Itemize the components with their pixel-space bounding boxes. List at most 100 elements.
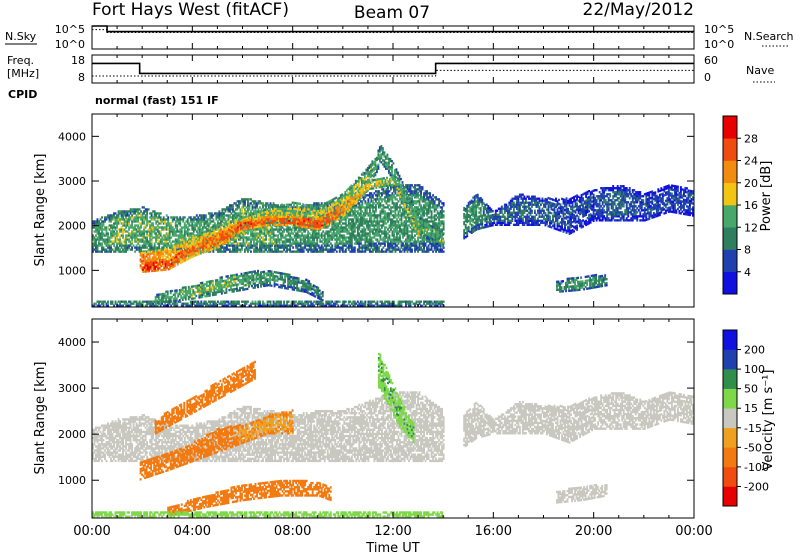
heatmap-cell <box>147 222 150 225</box>
heatmap-cell <box>295 246 298 249</box>
heatmap-cell <box>143 240 146 243</box>
heatmap-cell <box>165 252 168 255</box>
heatmap-cell <box>193 254 196 257</box>
heatmap-cell <box>332 228 335 231</box>
heatmap-cell <box>254 250 257 253</box>
heatmap-cell <box>436 212 439 215</box>
freq-label-line1: Freq. <box>7 54 34 67</box>
heatmap-cell <box>320 232 323 235</box>
heatmap-cell <box>194 228 197 231</box>
heatmap-cell <box>120 216 123 219</box>
heatmap-cell <box>225 206 228 209</box>
heatmap-cell <box>110 230 112 233</box>
heatmap-cell <box>365 210 368 213</box>
heatmap-cell <box>380 232 383 235</box>
heatmap-cell <box>373 220 376 223</box>
heatmap-cell <box>405 244 407 247</box>
heatmap-cell <box>186 240 189 243</box>
heatmap-cell <box>209 250 212 253</box>
heatmap-cell <box>396 208 398 211</box>
heatmap-cell <box>186 220 189 223</box>
heatmap-cell <box>207 218 210 221</box>
heatmap-cell <box>288 209 291 212</box>
heatmap-cell <box>233 210 236 213</box>
heatmap-cell <box>144 216 147 219</box>
heatmap-cell <box>234 246 237 249</box>
heatmap-cell <box>278 212 281 215</box>
heatmap-cell <box>373 248 376 251</box>
heatmap-cell <box>284 242 287 245</box>
heatmap-cell <box>432 228 435 231</box>
heatmap-cell <box>98 234 100 237</box>
heatmap-cell <box>438 216 441 219</box>
heatmap-cell <box>304 242 307 245</box>
heatmap-cell <box>265 238 267 241</box>
heatmap-cell <box>376 202 379 205</box>
heatmap-cell <box>313 204 316 207</box>
heatmap-cell <box>161 246 164 249</box>
heatmap-cell <box>123 242 126 245</box>
heatmap-cell <box>412 194 415 197</box>
heatmap-cell <box>424 238 427 241</box>
heatmap-cell <box>145 259 148 262</box>
heatmap-cell <box>231 208 234 211</box>
heatmap-cell <box>215 214 218 217</box>
heatmap-cell <box>107 214 109 217</box>
heatmap-cell <box>356 210 359 213</box>
heatmap-cell <box>319 240 322 243</box>
heatmap-cell <box>172 245 175 249</box>
heatmap-cell <box>200 218 203 221</box>
heatmap-cell <box>423 222 426 225</box>
heatmap-cell <box>212 224 215 227</box>
heatmap-cell <box>141 244 144 247</box>
heatmap-cell <box>215 216 218 219</box>
heatmap-cell <box>250 212 252 215</box>
heatmap-cell <box>132 236 135 239</box>
heatmap-cell <box>435 218 438 221</box>
heatmap-cell <box>298 250 301 253</box>
heatmap-cell <box>195 253 198 257</box>
heatmap-cell <box>271 230 273 233</box>
heatmap-cell <box>359 220 362 223</box>
heatmap-cell <box>320 236 323 239</box>
noise-tick-bottom-right: 10^0 <box>704 38 734 51</box>
heatmap-cell <box>414 234 416 237</box>
heatmap-cell <box>180 259 183 262</box>
heatmap-cell <box>212 248 215 251</box>
heatmap-cell <box>134 234 137 237</box>
heatmap-cell <box>349 242 352 245</box>
heatmap-cell <box>288 207 291 210</box>
heatmap-cell <box>331 222 334 225</box>
heatmap-cell <box>134 210 137 213</box>
heatmap-cell <box>279 209 282 212</box>
heatmap-cell <box>365 224 368 227</box>
heatmap-cell <box>241 224 244 228</box>
heatmap-cell <box>371 202 374 205</box>
heatmap-cell <box>373 212 376 215</box>
heatmap-cell <box>303 207 306 210</box>
heatmap-cell <box>259 200 261 203</box>
heatmap-cell <box>171 260 174 263</box>
heatmap-cell <box>111 232 114 235</box>
heatmap-cell <box>370 218 373 221</box>
heatmap-cell <box>146 240 149 243</box>
heatmap-cell <box>362 212 365 215</box>
heatmap-cell <box>189 241 192 245</box>
heatmap-cell <box>296 204 299 207</box>
heatmap-cell <box>179 224 182 227</box>
heatmap-cell <box>406 186 409 189</box>
heatmap-cell <box>262 202 264 205</box>
heatmap-cell <box>291 209 294 212</box>
heatmap-cell <box>353 206 356 209</box>
heatmap-cell <box>207 237 210 240</box>
heatmap-cell <box>370 216 373 219</box>
heatmap-cell <box>145 255 148 258</box>
heatmap-cell <box>224 210 227 213</box>
heatmap-cell <box>165 218 168 221</box>
heatmap-cell <box>400 244 403 247</box>
heatmap-cell <box>262 246 264 249</box>
heatmap-cell <box>117 242 120 245</box>
heatmap-cell <box>293 217 296 221</box>
heatmap-cell <box>102 238 105 241</box>
heatmap-cell <box>275 234 278 237</box>
